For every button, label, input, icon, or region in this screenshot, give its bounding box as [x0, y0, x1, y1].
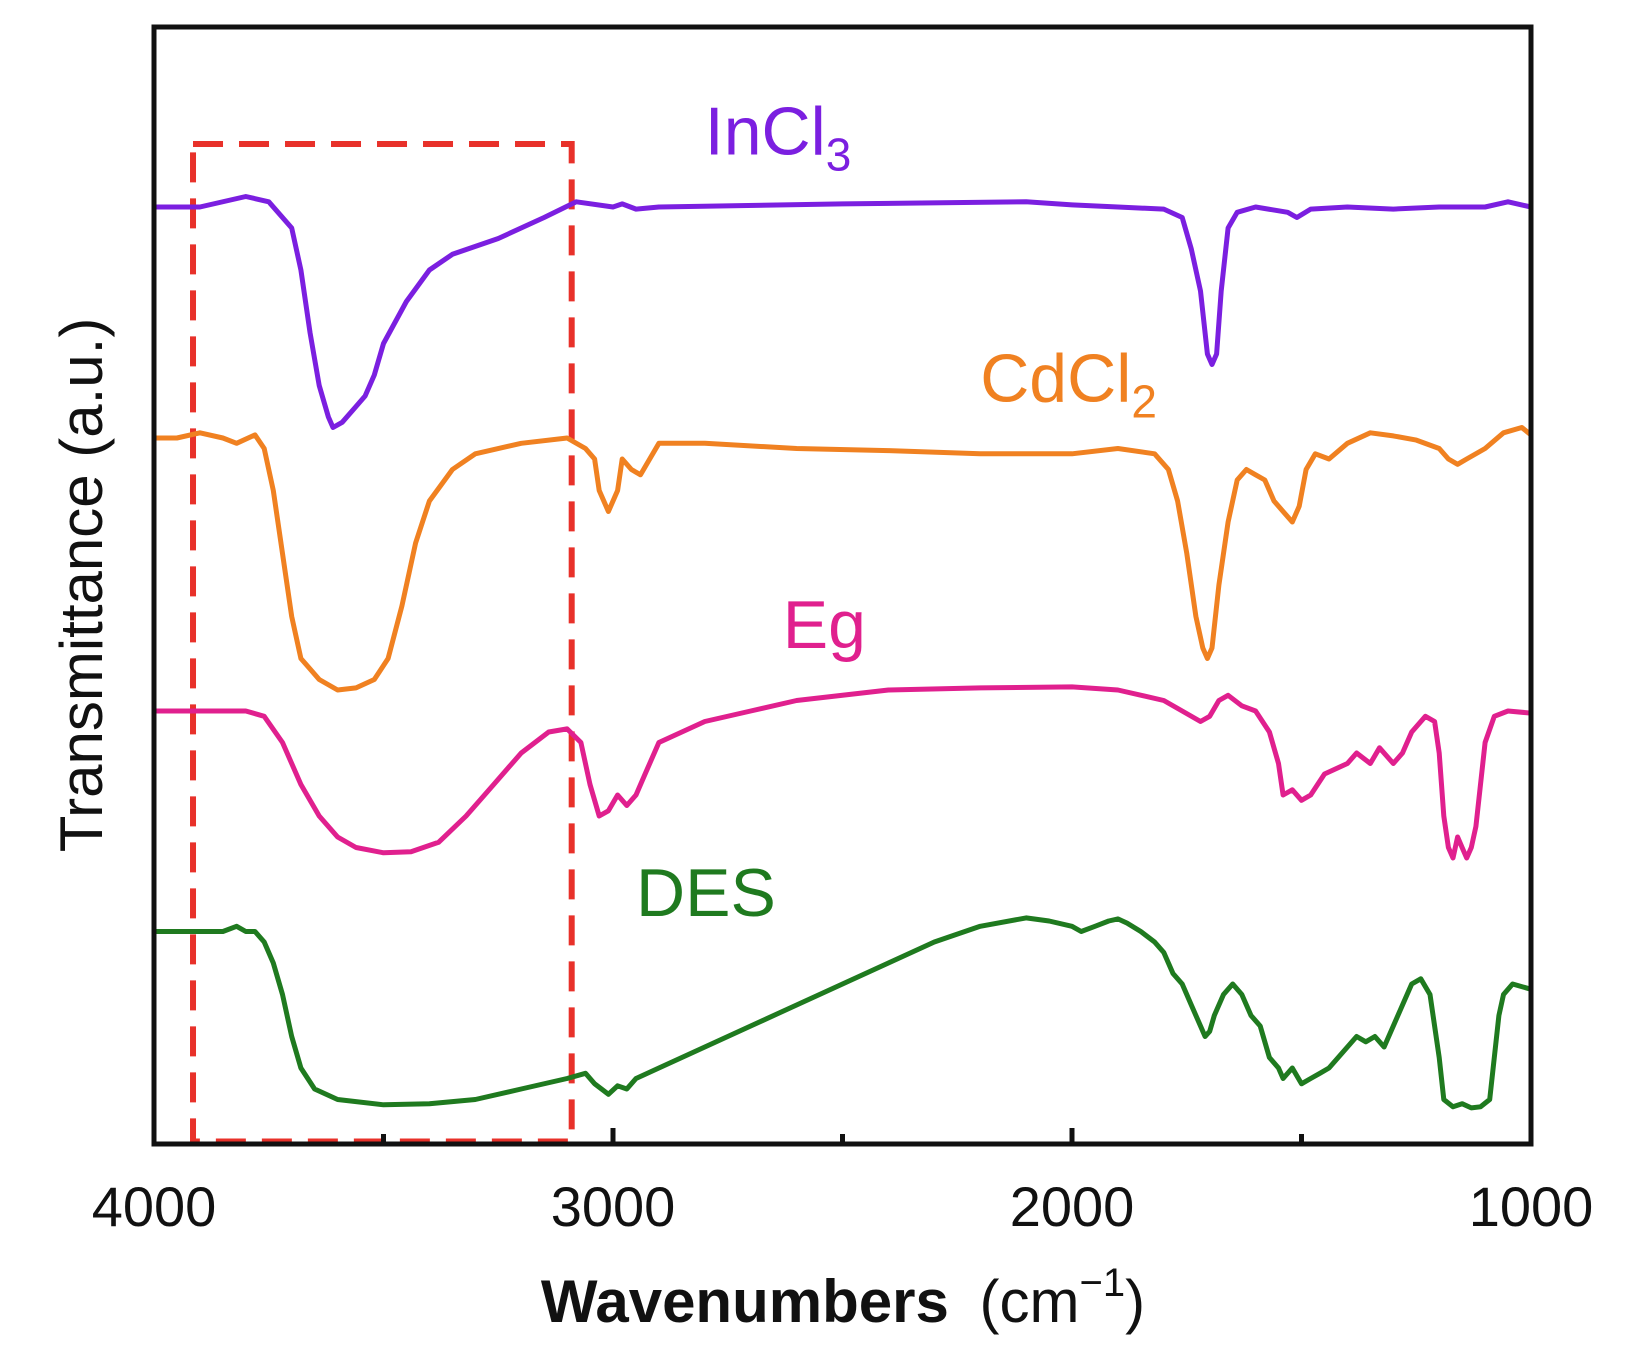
series-line-cdcl2: [154, 425, 1533, 693]
y-axis-title: Transmittance (a.u.): [48, 318, 115, 853]
x-axis-title-main: Wavenumbers: [541, 1268, 949, 1335]
x-tick-label: 3000: [551, 1175, 676, 1238]
series-label-eg: Eg: [783, 587, 866, 663]
series-label-incl3: InCl3: [705, 94, 852, 181]
x-axis-title: Wavenumbers (cm−1): [541, 1261, 1145, 1335]
series-label-cdcl2: CdCl2: [980, 340, 1157, 427]
series-line-incl3: [154, 194, 1532, 430]
series-label-des: DES: [636, 855, 776, 931]
series-labels: InCl3 CdCl2 Eg DES: [636, 94, 1157, 931]
x-tick-label: 4000: [92, 1175, 217, 1238]
highlight-dashed-box: [190, 141, 575, 1145]
x-axis-title-unit: (cm: [980, 1268, 1080, 1335]
series-line-eg: [154, 684, 1532, 861]
x-axis-title-unit-sup: −1: [1079, 1261, 1125, 1305]
x-axis-ticks: [151, 1128, 1534, 1144]
x-tick-label: 2000: [1010, 1175, 1135, 1238]
plot-frame: [151, 24, 1534, 1147]
series-group: [154, 194, 1533, 1111]
series-line-des: [154, 915, 1532, 1111]
x-axis-title-unit-close: ): [1125, 1268, 1145, 1335]
x-tick-label: 1000: [1469, 1175, 1594, 1238]
x-axis-tick-labels: 4000 3000 2000 1000: [92, 1175, 1594, 1238]
